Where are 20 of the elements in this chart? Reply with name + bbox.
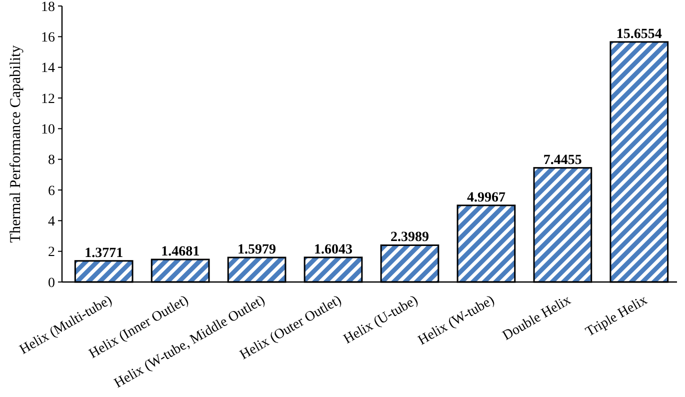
y-tick-label: 6 — [48, 184, 55, 199]
y-tick-label: 10 — [41, 122, 55, 138]
y-tick-label: 0 — [48, 276, 55, 291]
y-axis-title: Thermal Performance Capability — [8, 44, 24, 243]
y-tick-label: 4 — [48, 214, 55, 230]
data-label: 15.6554 — [616, 26, 662, 42]
data-label: 1.5979 — [238, 242, 276, 258]
data-label: 2.3989 — [390, 230, 429, 246]
x-tick-label: Triple Helix — [583, 292, 650, 340]
data-label: 1.3771 — [84, 246, 124, 261]
y-tick-label: 8 — [48, 153, 55, 168]
data-label: 1.4681 — [161, 244, 200, 260]
data-label: 4.9967 — [466, 190, 506, 206]
y-tick-label: 16 — [41, 30, 55, 46]
y-tick-label: 12 — [41, 92, 55, 107]
data-label: 1.6043 — [314, 242, 353, 258]
y-tick-label: 2 — [48, 245, 55, 260]
y-tick-label: 18 — [41, 0, 55, 15]
data-label: 7.4455 — [543, 152, 582, 168]
y-tick-label: 14 — [41, 61, 55, 76]
